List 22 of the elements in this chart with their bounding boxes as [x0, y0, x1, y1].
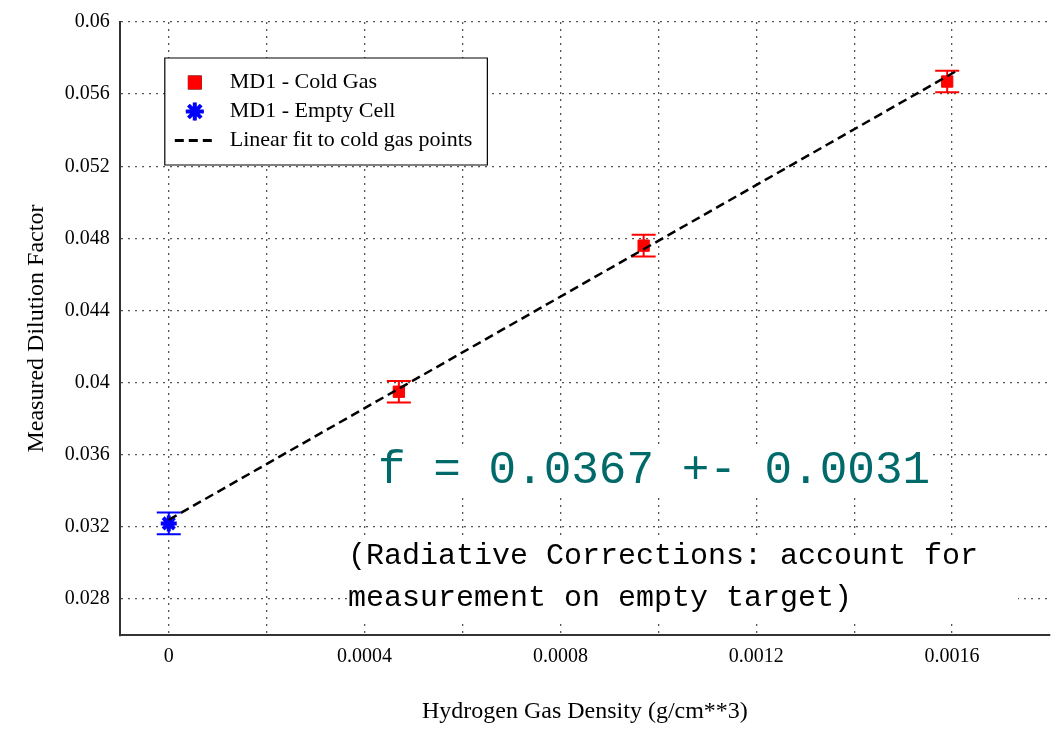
y-tick-label: 0.06 [74, 9, 110, 32]
point [941, 75, 954, 88]
y-tick-label: 0.032 [64, 514, 110, 537]
x-tick-label: 0 [163, 644, 174, 667]
x-tick-label: 0.0008 [532, 644, 588, 667]
y-tick-label: 0.048 [64, 225, 110, 248]
annotation: (Radiative Corrections: account for measurement on empty target) [348, 535, 1018, 619]
y-tick-label: 0.028 [64, 586, 110, 609]
annotation: f = 0.0367 +- 0.0031 [378, 445, 931, 497]
x-tick-label: 0.0016 [924, 644, 980, 667]
y-axis-title: Measured Dilution Factor [21, 204, 48, 453]
y-tick-label: 0.04 [74, 369, 110, 392]
legend-label: MD1 - Cold Gas [229, 68, 378, 94]
x-tick-label: 0.0012 [728, 644, 784, 667]
legend-label: Linear fit to cold gas points [229, 126, 473, 152]
y-tick-label: 0.036 [64, 442, 110, 465]
y-tick-label: 0.056 [64, 81, 110, 104]
x-tick-label: 0.0004 [337, 644, 393, 667]
legend-label: MD1 - Empty Cell [229, 97, 396, 123]
y-tick-label: 0.044 [64, 297, 110, 320]
x-axis-title: Hydrogen Gas Density (g/cm**3) [421, 696, 748, 723]
y-tick-label: 0.052 [64, 153, 110, 176]
